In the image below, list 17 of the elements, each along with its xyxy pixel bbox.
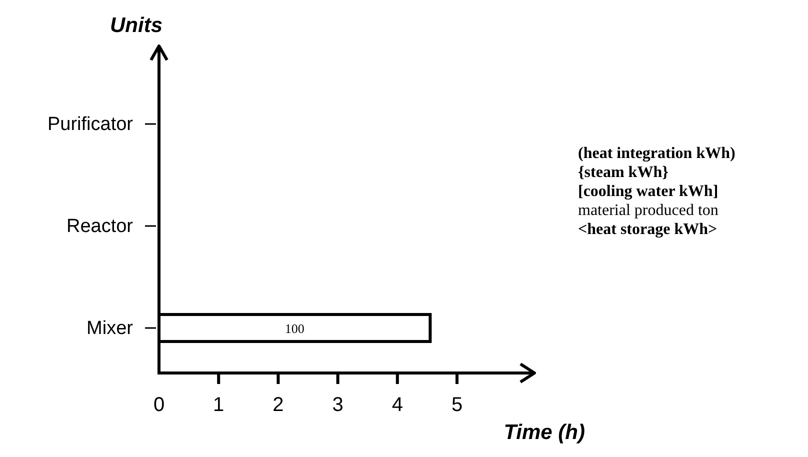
text: [cooling water kWh] [578, 183, 718, 200]
x-tick-label: 4 [392, 394, 403, 416]
y-tick-label: Mixer [86, 318, 134, 339]
y-tick-label: Reactor [66, 216, 134, 237]
text: <heat storage kWh> [578, 221, 718, 238]
x-axis-title: Time (h) [504, 421, 585, 444]
text: {steam kWh} [578, 164, 668, 181]
x-tick-label: 5 [451, 394, 463, 416]
text: (heat integration kWh) [578, 145, 736, 162]
y-tick-label: Purificator [47, 114, 134, 135]
annotation: 100 [284, 321, 304, 336]
y-axis-title: Units [110, 14, 162, 37]
text: material produced ton [578, 202, 718, 219]
x-tick-label: 1 [213, 394, 224, 416]
x-tick-label: 2 [272, 394, 284, 416]
x-tick-label: 3 [332, 394, 344, 416]
x-tick-label: 0 [153, 394, 165, 416]
